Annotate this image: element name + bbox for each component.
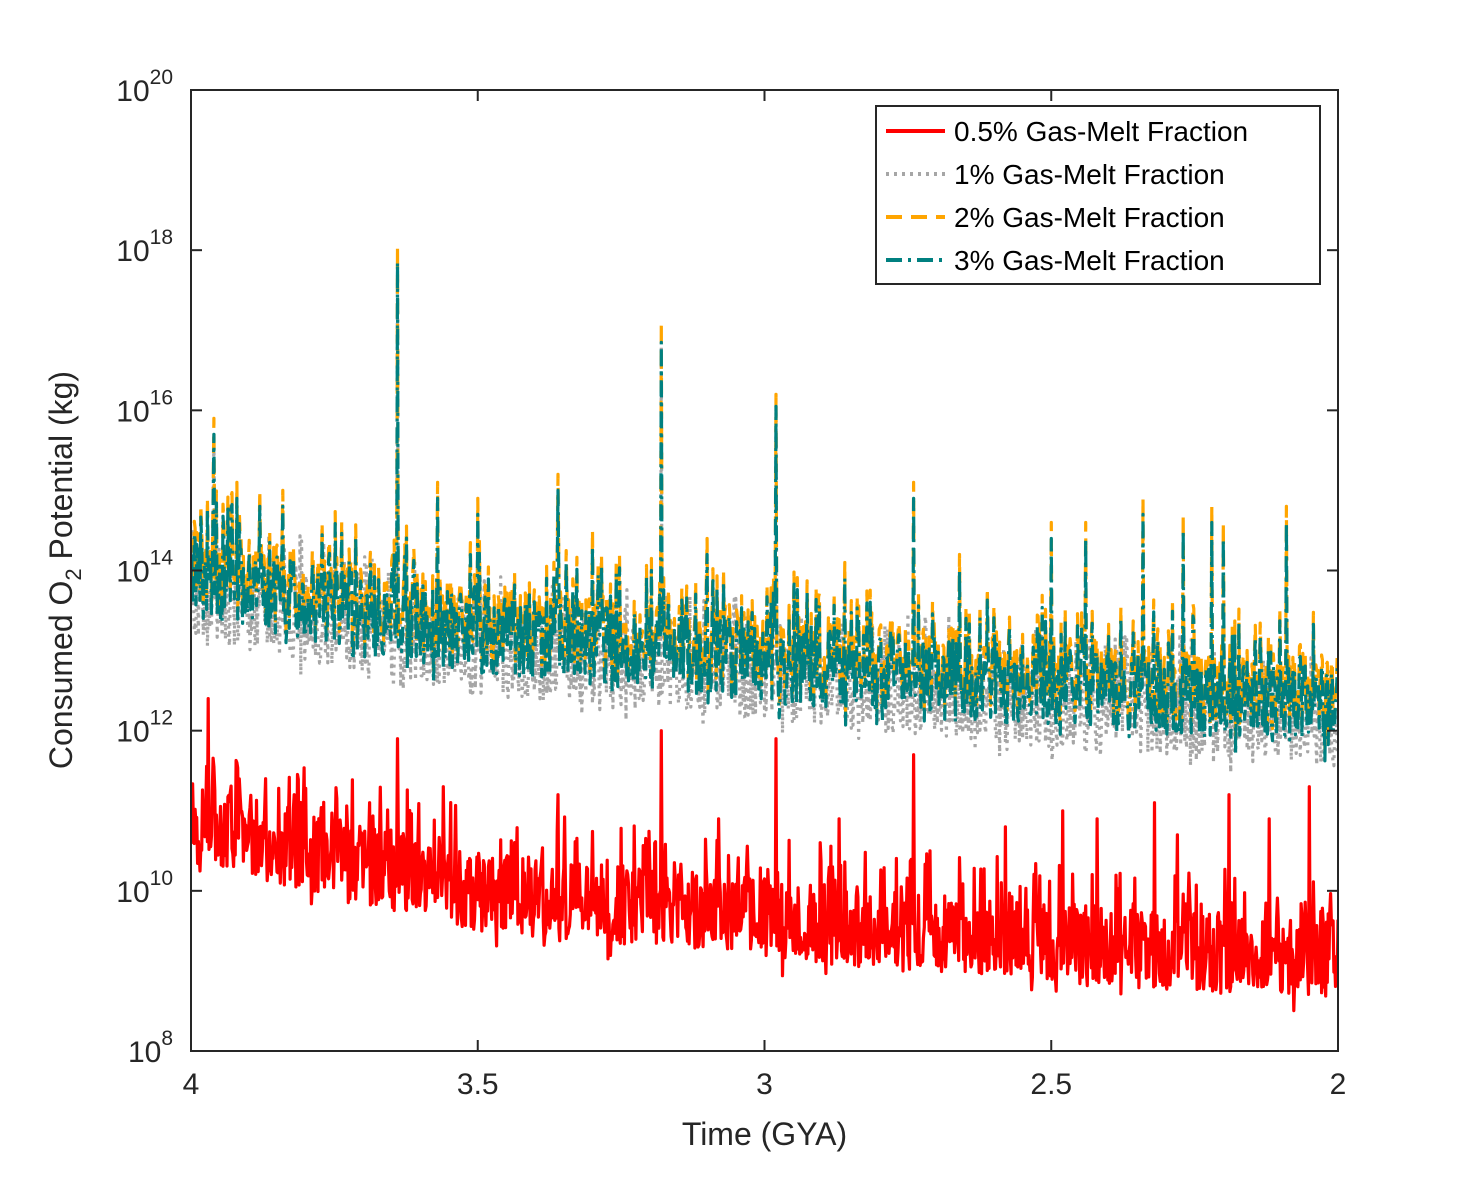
- legend-label: 0.5% Gas-Melt Fraction: [954, 116, 1248, 147]
- series-line: [191, 697, 1338, 1013]
- x-tick-label: 2: [1330, 1068, 1347, 1101]
- tick-layer: 4 3.5 3 2.5 2 108 1010 1012 1014 1016 1018 1020: [116, 66, 1346, 1101]
- series-layer: [191, 244, 1338, 1013]
- x-tick-label: 3.5: [457, 1068, 499, 1101]
- y-axis-label-rest: Potential (kg): [43, 371, 79, 568]
- legend: 0.5% Gas-Melt Fraction 1% Gas-Melt Fracti…: [875, 105, 1321, 285]
- y-tick-label: 1012: [116, 707, 173, 749]
- y-tick-label: 1018: [116, 226, 173, 268]
- y-tick-label: 1010: [116, 867, 173, 909]
- y-tick-label: 108: [128, 1027, 173, 1069]
- x-tick-label: 2.5: [1030, 1068, 1072, 1101]
- y-tick-label: 1014: [116, 547, 173, 589]
- legend-label: 1% Gas-Melt Fraction: [954, 159, 1225, 190]
- series-line: [191, 260, 1338, 763]
- y-axis-label-main: Consumed O: [43, 581, 79, 770]
- y-tick-label: 1020: [116, 66, 173, 108]
- legend-label: 2% Gas-Melt Fraction: [954, 202, 1225, 233]
- legend-box: [875, 105, 1321, 285]
- x-tick-label: 3: [756, 1068, 773, 1101]
- x-axis-label: Time (GYA): [682, 1116, 847, 1152]
- y-axis-label: Consumed O2 Potential (kg): [43, 371, 86, 769]
- y-tick-label: 1016: [116, 386, 173, 428]
- y-axis-label-subscript: 2: [61, 568, 86, 580]
- x-tick-label: 4: [183, 1068, 200, 1101]
- legend-label: 3% Gas-Melt Fraction: [954, 245, 1225, 276]
